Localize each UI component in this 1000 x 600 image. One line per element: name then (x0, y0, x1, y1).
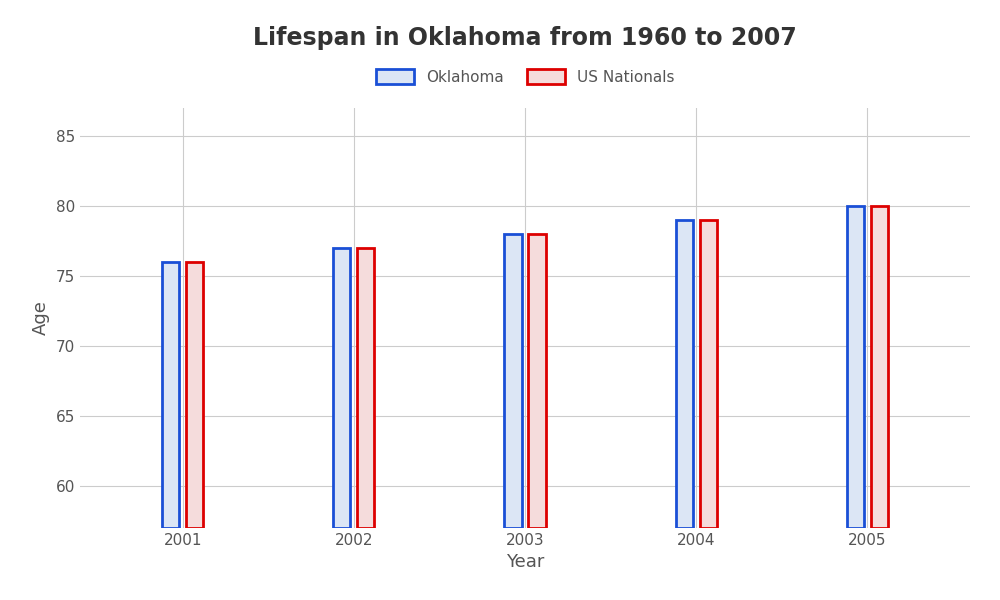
Bar (333, 248, 350, 528)
Bar (162, 262, 179, 528)
Bar (847, 206, 864, 528)
Bar (871, 206, 888, 528)
Bar (528, 234, 546, 528)
Legend: Oklahoma, US Nationals: Oklahoma, US Nationals (368, 61, 682, 92)
Y-axis label: Age: Age (32, 301, 50, 335)
Bar (504, 234, 522, 528)
Bar (676, 220, 693, 528)
Bar (186, 262, 203, 528)
Bar (700, 220, 717, 528)
Title: Lifespan in Oklahoma from 1960 to 2007: Lifespan in Oklahoma from 1960 to 2007 (253, 26, 797, 50)
X-axis label: Year: Year (506, 553, 544, 571)
Bar (357, 248, 374, 528)
